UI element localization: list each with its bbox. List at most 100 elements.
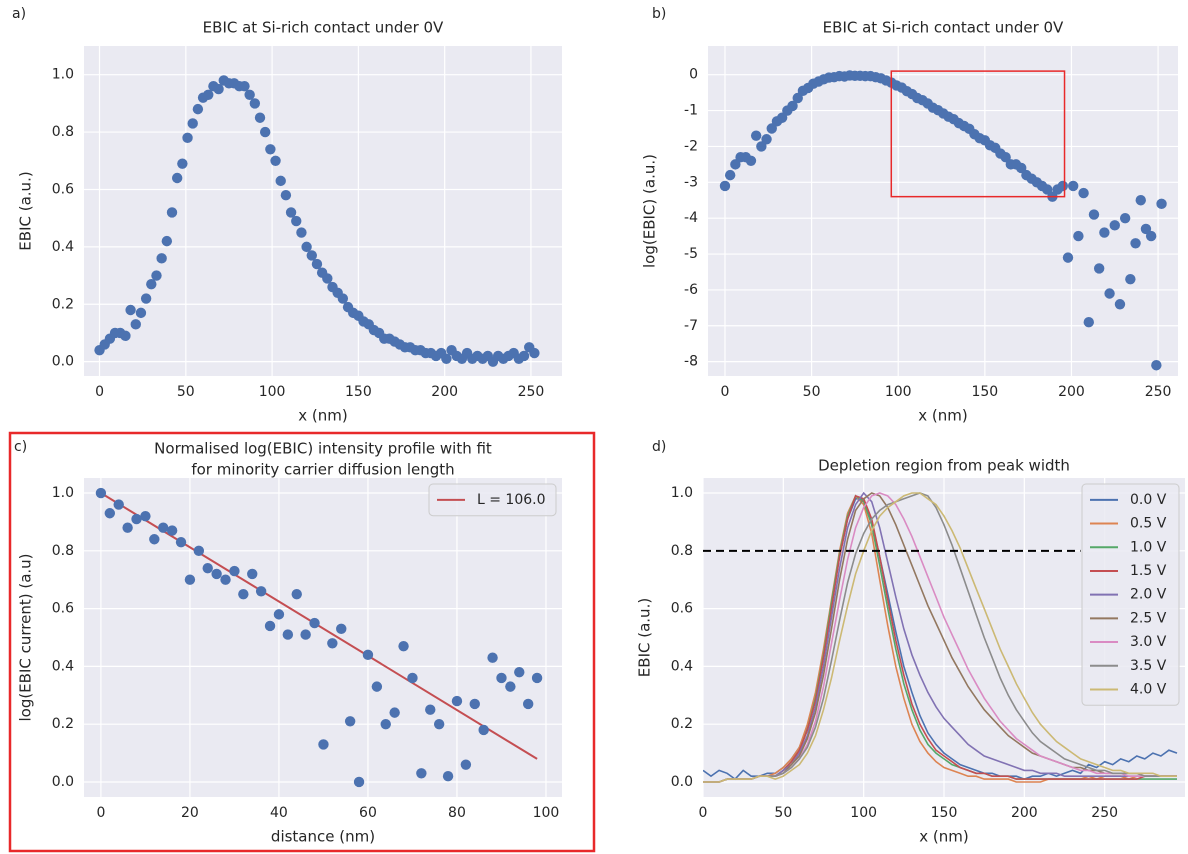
data-point [451, 695, 463, 707]
data-point [259, 126, 271, 138]
data-point [1078, 187, 1089, 199]
x-tick-label: 150 [345, 384, 372, 400]
data-point [792, 92, 803, 104]
data-point [1135, 195, 1146, 206]
x-tick-label: 250 [1091, 805, 1118, 821]
data-point [531, 672, 543, 684]
y-tick-label: 0.0 [671, 774, 693, 790]
data-point [193, 545, 205, 557]
data-point [309, 617, 320, 629]
data-point [120, 330, 131, 342]
data-point [1109, 220, 1120, 231]
data-point [229, 565, 240, 577]
plot-area [84, 46, 562, 376]
legend-label: 1.0 V [1130, 539, 1167, 555]
data-point [719, 180, 731, 192]
y-axis-label: log(EBIC current) (a.u) [17, 553, 35, 721]
x-tick-label: 200 [1058, 384, 1085, 400]
data-point [280, 190, 292, 201]
panel-label: c) [14, 439, 27, 455]
y-tick-label: 0.6 [671, 601, 693, 617]
data-point [1016, 162, 1027, 174]
data-point [1042, 184, 1053, 195]
data-point [1083, 316, 1094, 328]
x-tick-label: 50 [177, 384, 195, 400]
x-tick-label: 250 [518, 384, 545, 400]
y-tick-label: -6 [684, 282, 698, 298]
x-tick-label: 80 [448, 805, 466, 821]
data-point [766, 123, 777, 134]
data-point [776, 112, 788, 123]
data-point [505, 681, 516, 692]
data-point [1088, 209, 1100, 220]
data-point [254, 112, 266, 123]
x-tick-label: 250 [1145, 384, 1172, 400]
y-tick-label: 0.0 [52, 354, 74, 370]
series-line [703, 492, 1177, 783]
data-point [311, 258, 323, 270]
y-tick-label: -2 [684, 138, 698, 154]
data-point [130, 319, 141, 330]
data-point [371, 681, 383, 692]
data-point [187, 118, 198, 129]
data-point [1145, 230, 1157, 242]
data-point [291, 215, 302, 227]
chart-title: EBIC at Si-rich contact under 0V [203, 19, 444, 37]
data-point [1104, 288, 1115, 299]
legend-label: 0.0 V [1130, 492, 1167, 508]
data-point [296, 227, 307, 238]
data-point [518, 350, 530, 362]
data-point [1057, 180, 1068, 192]
data-point [156, 253, 167, 264]
data-point [177, 158, 188, 169]
data-point [322, 273, 333, 284]
data-point [1156, 198, 1167, 210]
data-point [442, 770, 454, 782]
chart-title: Normalised log(EBIC) intensity profile w… [154, 440, 492, 458]
data-point [787, 100, 798, 112]
data-point [318, 739, 329, 750]
data-point [1099, 227, 1110, 238]
data-point [398, 640, 409, 652]
x-tick-label: 40 [270, 805, 288, 821]
data-point [202, 562, 213, 574]
data-point [416, 768, 427, 779]
data-point [425, 704, 436, 715]
x-axis-label: x (nm) [298, 407, 347, 425]
data-point [353, 776, 365, 788]
x-axis-label: distance (nm) [271, 828, 375, 846]
data-point [745, 155, 757, 166]
plot-content [708, 46, 1178, 376]
y-tick-label: 0.8 [52, 543, 74, 559]
x-tick-label: 100 [885, 384, 912, 400]
legend-label: 2.5 V [1130, 610, 1167, 626]
x-tick-label: 0 [95, 384, 104, 400]
data-point [1130, 238, 1141, 249]
y-tick-label: -4 [684, 210, 698, 226]
x-tick-label: 0 [721, 384, 730, 400]
y-tick-label: 0.2 [52, 716, 74, 732]
data-point [301, 241, 312, 253]
data-point [184, 574, 196, 585]
legend-label: 3.0 V [1130, 634, 1167, 650]
data-point [407, 672, 418, 684]
chart-title: Depletion region from peak width [818, 457, 1070, 475]
series-line [703, 491, 1177, 783]
data-point [514, 666, 525, 678]
y-tick-label: -3 [684, 174, 698, 190]
data-point [1114, 299, 1126, 310]
data-point [1151, 360, 1162, 371]
data-point [750, 130, 762, 141]
data-point [433, 718, 445, 730]
data-point [175, 536, 187, 548]
data-point [300, 629, 311, 640]
data-point [249, 98, 261, 109]
data-point [1067, 180, 1079, 192]
legend-box [1081, 483, 1180, 706]
data-point [724, 169, 736, 181]
fit-line [100, 492, 538, 760]
y-tick-label: 0.4 [52, 658, 74, 674]
x-tick-label: 100 [259, 384, 286, 400]
data-point [244, 89, 255, 100]
